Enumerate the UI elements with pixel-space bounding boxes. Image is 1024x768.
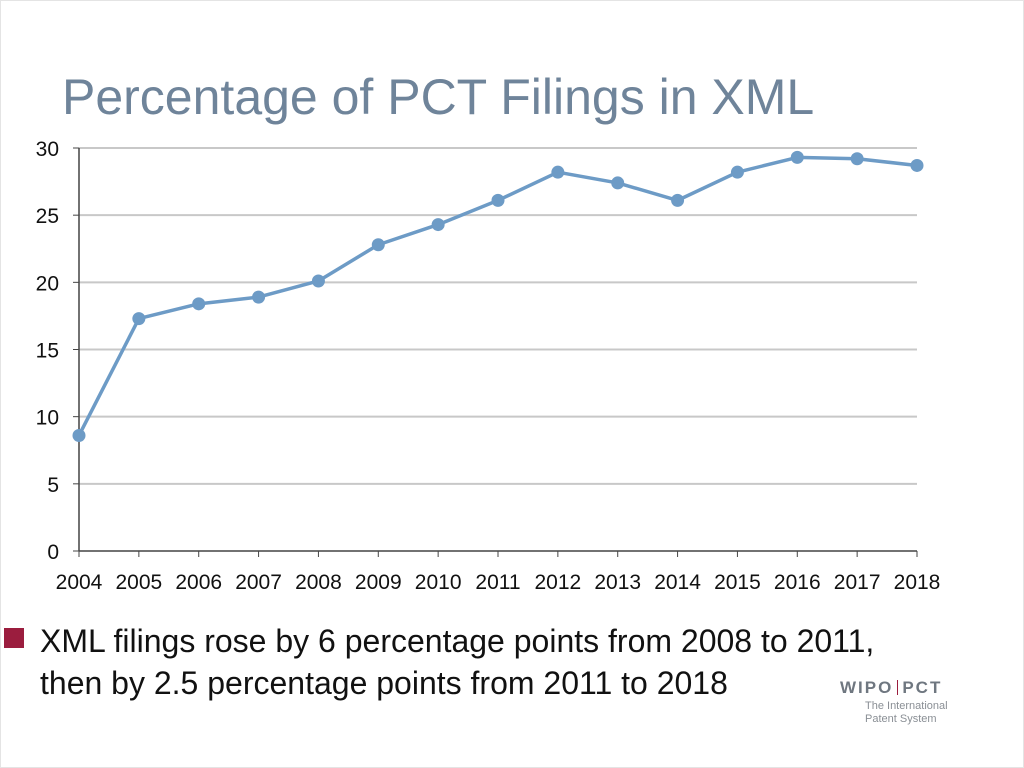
x-tick-label: 2010: [415, 571, 462, 594]
x-tick-label: 2004: [56, 571, 103, 594]
logo-wordmark: WIPO PCT: [840, 678, 970, 698]
logo-wipo: WIPO: [840, 678, 894, 697]
data-point: [551, 165, 565, 179]
bullet-line-1: XML filings rose by 6 percentage points …: [40, 623, 875, 659]
x-tick-label: 2015: [714, 571, 761, 594]
data-point: [371, 238, 385, 252]
data-point: [611, 176, 625, 190]
logo-subtitle: The International Patent System: [865, 700, 970, 726]
logo-sub-line-2: Patent System: [865, 713, 937, 725]
x-tick-label: 2018: [894, 571, 941, 594]
y-tick-label: 0: [47, 541, 59, 564]
y-tick-label: 10: [36, 407, 59, 430]
data-point: [790, 150, 804, 164]
data-point: [431, 218, 445, 232]
data-point: [910, 158, 924, 172]
data-point: [671, 193, 685, 207]
x-tick-label: 2013: [594, 571, 641, 594]
bullet-line-2: then by 2.5 percentage points from 2011 …: [40, 665, 728, 701]
bullet-text: XML filings rose by 6 percentage points …: [40, 620, 960, 704]
x-tick-label: 2008: [295, 571, 342, 594]
x-tick-label: 2014: [654, 571, 701, 594]
logo-divider: [897, 680, 899, 695]
y-tick-label: 5: [47, 474, 59, 497]
y-tick-label: 20: [36, 272, 59, 295]
x-tick-label: 2007: [235, 571, 282, 594]
data-point: [192, 297, 206, 311]
data-point: [72, 428, 86, 442]
x-tick-label: 2016: [774, 571, 821, 594]
x-tick-label: 2006: [175, 571, 222, 594]
x-tick-label: 2017: [834, 571, 881, 594]
data-point: [850, 152, 864, 166]
y-tick-label: 15: [36, 340, 59, 363]
logo-pct: PCT: [902, 678, 943, 697]
data-point: [730, 165, 744, 179]
line-chart: 0 5 10 15 20 25 30 2004 2005 2006 2007 2008 2009 2010…: [36, 138, 941, 594]
data-point: [252, 290, 266, 304]
y-tick-label: 25: [36, 205, 59, 228]
y-tick-label: 30: [36, 138, 59, 161]
x-tick-label: 2009: [355, 571, 402, 594]
wipo-pct-logo: WIPO PCT The International Patent System: [840, 678, 970, 726]
logo-sub-line-1: The International: [865, 700, 948, 712]
bullet-square-icon: [4, 628, 24, 648]
x-tick-label: 2011: [475, 571, 520, 594]
x-tick-label: 2012: [534, 571, 581, 594]
data-point: [491, 193, 505, 207]
x-tick-label: 2005: [115, 571, 162, 594]
data-point: [132, 312, 146, 326]
data-point: [311, 274, 325, 288]
chart-title: Percentage of PCT Filings in XML: [62, 69, 815, 125]
